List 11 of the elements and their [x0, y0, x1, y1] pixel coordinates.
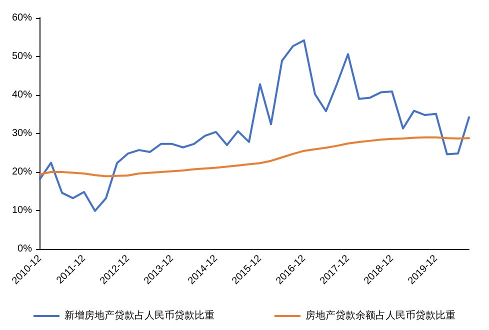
legend-label: 房地产贷款余额占人民币贷款比重 [306, 310, 456, 322]
y-tick-label: 40% [12, 90, 32, 100]
y-tick-label: 60% [12, 12, 32, 24]
y-tick-label: 0% [18, 244, 32, 254]
y-tick-label: 20% [12, 166, 32, 178]
y-tick-label: 30% [12, 128, 32, 139]
line-series [39, 39, 470, 212]
legend-label: 新增房地产贷款占人民币贷款比重 [64, 310, 214, 322]
y-tick-label: 10% [12, 205, 32, 216]
y-tick-label: 50% [12, 51, 32, 62]
line-series [39, 136, 470, 178]
